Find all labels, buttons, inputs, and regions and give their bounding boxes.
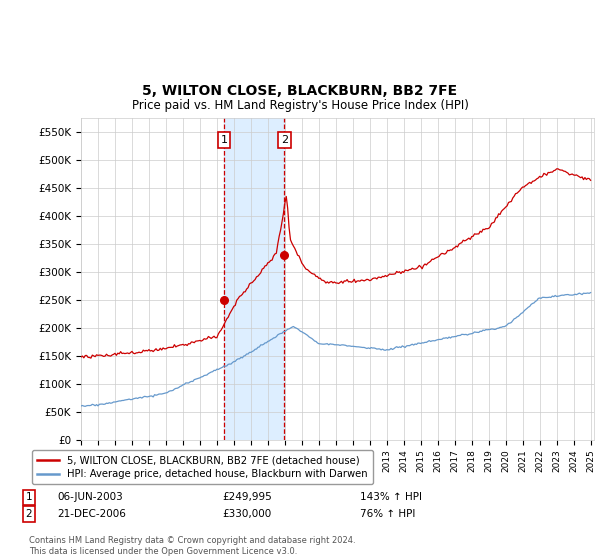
Text: 76% ↑ HPI: 76% ↑ HPI <box>360 509 415 519</box>
Text: 21-DEC-2006: 21-DEC-2006 <box>57 509 126 519</box>
Text: £330,000: £330,000 <box>222 509 271 519</box>
Text: 2: 2 <box>281 135 288 145</box>
Text: 2: 2 <box>25 509 32 519</box>
Text: Price paid vs. HM Land Registry's House Price Index (HPI): Price paid vs. HM Land Registry's House … <box>131 99 469 112</box>
Text: 5, WILTON CLOSE, BLACKBURN, BB2 7FE: 5, WILTON CLOSE, BLACKBURN, BB2 7FE <box>142 84 458 98</box>
Bar <box>224 118 284 440</box>
Text: 06-JUN-2003: 06-JUN-2003 <box>57 492 123 502</box>
Text: 1: 1 <box>221 135 227 145</box>
Text: £249,995: £249,995 <box>222 492 272 502</box>
Text: Contains HM Land Registry data © Crown copyright and database right 2024.
This d: Contains HM Land Registry data © Crown c… <box>29 536 355 556</box>
Text: 143% ↑ HPI: 143% ↑ HPI <box>360 492 422 502</box>
Text: 1: 1 <box>25 492 32 502</box>
Legend: 5, WILTON CLOSE, BLACKBURN, BB2 7FE (detached house), HPI: Average price, detach: 5, WILTON CLOSE, BLACKBURN, BB2 7FE (det… <box>32 450 373 484</box>
